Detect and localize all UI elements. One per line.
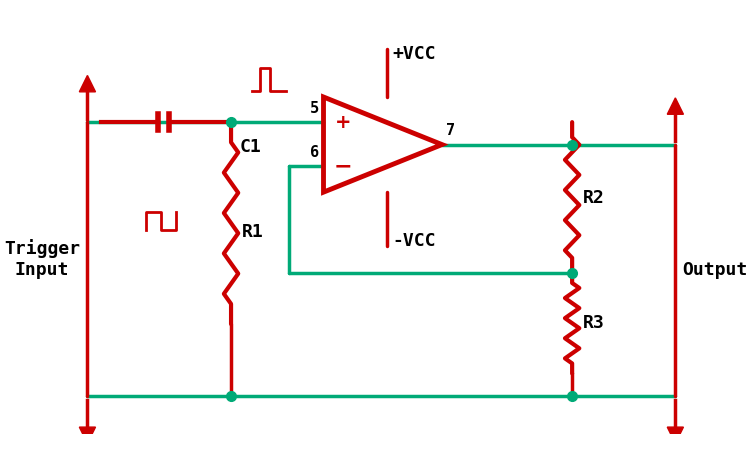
Polygon shape <box>80 427 95 443</box>
Polygon shape <box>668 98 683 114</box>
Text: +VCC: +VCC <box>392 45 436 63</box>
Text: +: + <box>335 113 352 132</box>
Text: −: − <box>334 156 352 176</box>
Text: R1: R1 <box>242 223 263 241</box>
Text: 7: 7 <box>446 123 455 138</box>
Text: Trigger
Input: Trigger Input <box>4 239 80 279</box>
Text: Output: Output <box>682 261 748 279</box>
Text: C1: C1 <box>240 138 262 156</box>
Text: R3: R3 <box>583 314 604 332</box>
Text: -VCC: -VCC <box>392 232 436 250</box>
Polygon shape <box>80 75 95 92</box>
Text: 6: 6 <box>310 145 319 160</box>
Polygon shape <box>668 427 683 443</box>
Text: 5: 5 <box>310 101 319 117</box>
Text: R2: R2 <box>583 189 604 207</box>
